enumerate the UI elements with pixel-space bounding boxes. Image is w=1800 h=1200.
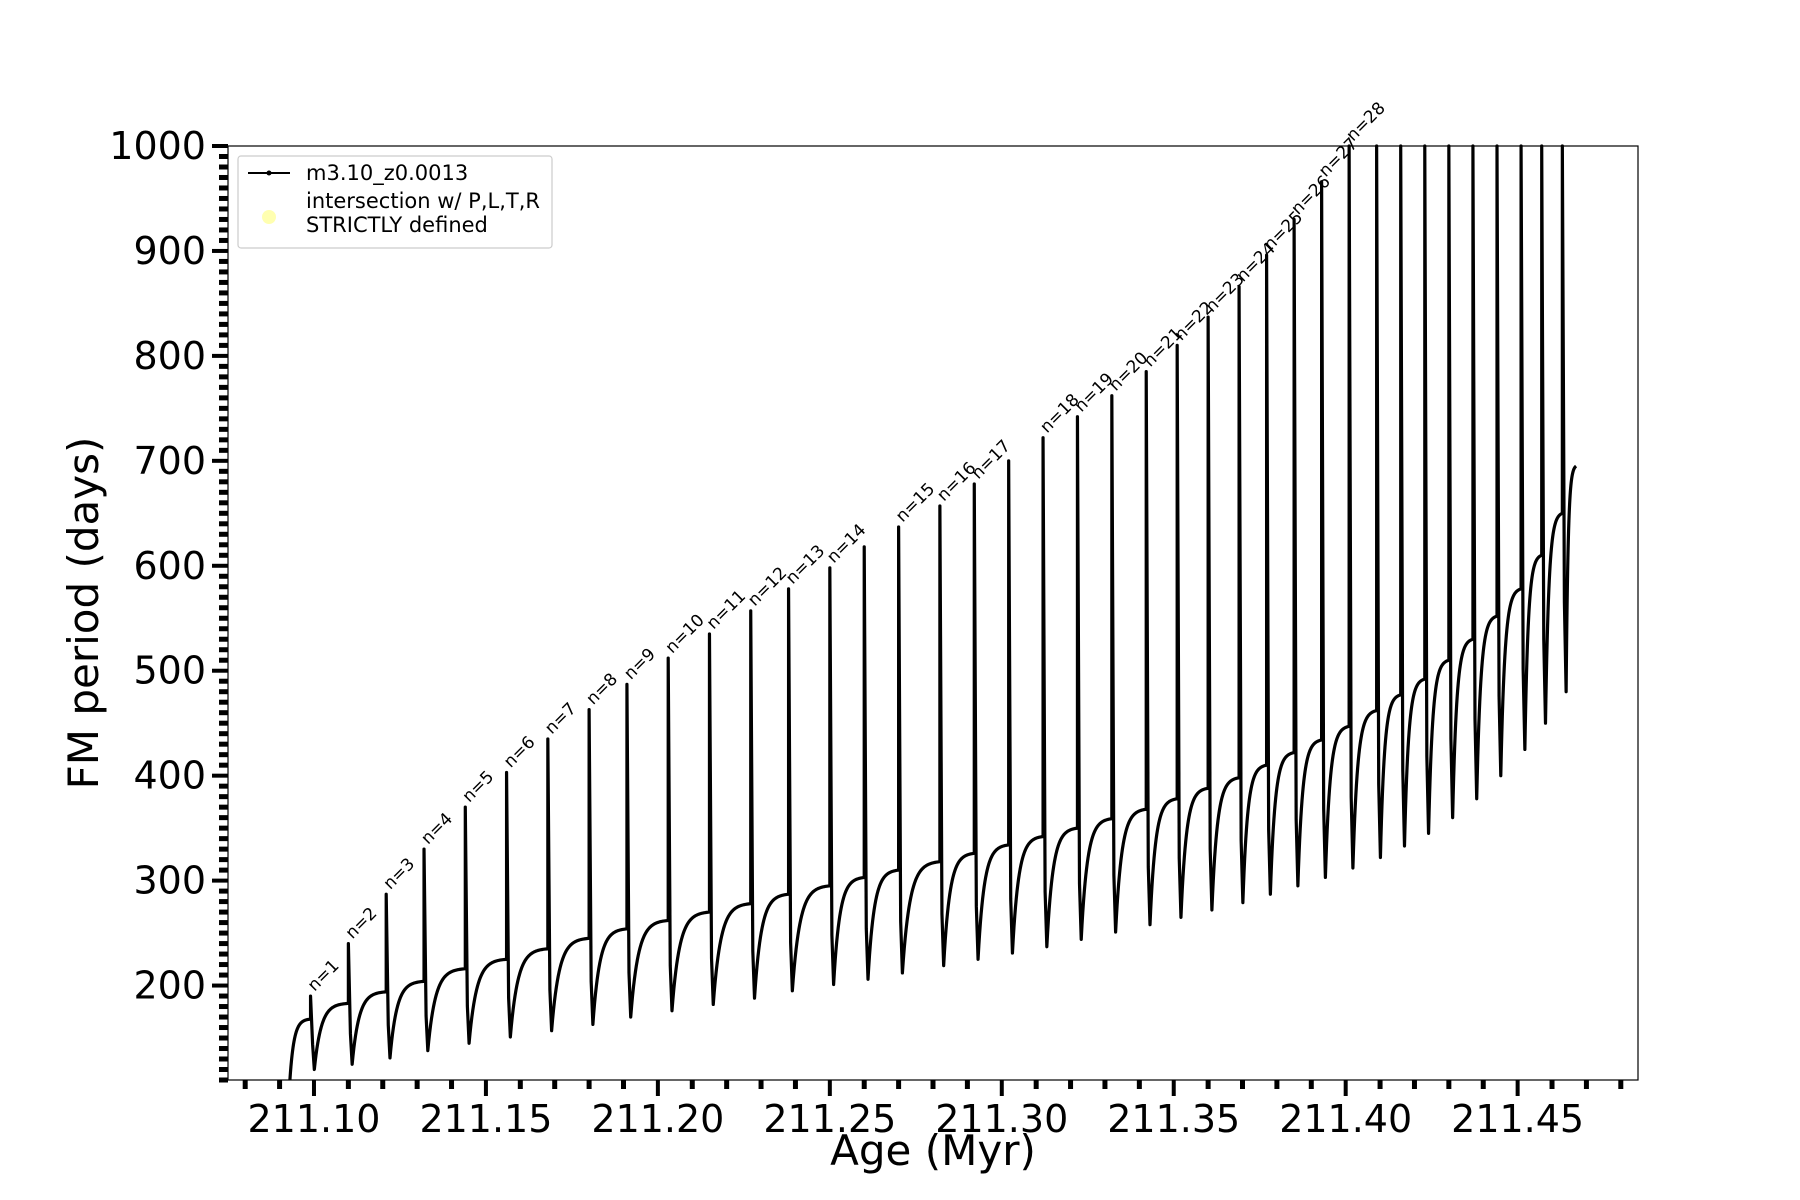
x-tick-label: 211.25 <box>763 1097 896 1141</box>
y-axis-label: FM period (days) <box>59 437 108 790</box>
y-tick-label: 1000 <box>109 124 206 168</box>
pulse-label: n=13 <box>782 541 829 588</box>
legend-line-dot <box>266 170 272 176</box>
y-tick-label: 700 <box>133 439 206 483</box>
pulse-label: n=5 <box>459 767 498 806</box>
pulse-label: n=10 <box>662 611 709 658</box>
y-tick-label: 900 <box>133 229 206 273</box>
series-line <box>288 144 1578 1081</box>
pulse-label: n=2 <box>342 904 381 943</box>
pulse-label: n=15 <box>892 479 939 526</box>
y-tick-label: 300 <box>133 859 206 903</box>
legend-label-intersection: intersection w/ P,L,T,R STRICTLY defined <box>306 189 540 237</box>
pulse-label: n=11 <box>703 586 750 633</box>
legend: m3.10_z0.0013 intersection w/ P,L,T,R STR… <box>237 155 553 249</box>
x-axis-label: Age (Myr) <box>830 1126 1036 1175</box>
x-tick-label: 211.10 <box>247 1097 380 1141</box>
legend-circle-swatch <box>262 210 276 224</box>
pulse-label: n=3 <box>380 854 419 893</box>
axes-layer: 200 300 400 500 600 700 800 900 1000 211.10 211.15… <box>109 124 1624 1141</box>
y-tick-label: 500 <box>133 649 206 693</box>
x-tick-label: 211.30 <box>935 1097 1068 1141</box>
legend-label-line-1: intersection w/ P,L,T,R <box>306 189 540 213</box>
x-tick-label: 211.45 <box>1451 1097 1584 1141</box>
pulse-label: n=7 <box>541 699 580 738</box>
x-tick-label: 211.40 <box>1279 1097 1412 1141</box>
x-tick-label: 211.35 <box>1107 1097 1240 1141</box>
y-tick-label: 200 <box>133 964 206 1008</box>
legend-label-line-2: STRICTLY defined <box>306 213 488 237</box>
x-tick-label: 211.20 <box>591 1097 724 1141</box>
pulse-label: n=4 <box>417 809 456 848</box>
legend-label-series: m3.10_z0.0013 <box>306 161 468 186</box>
x-tick-label: 211.15 <box>419 1097 552 1141</box>
legend-box <box>237 155 553 249</box>
pulse-label: n=12 <box>744 563 791 610</box>
pulse-label: n=28 <box>1342 98 1389 145</box>
pulse-label: n=6 <box>500 733 539 772</box>
y-tick-label: 800 <box>133 334 206 378</box>
pulse-label: n=1 <box>304 956 343 995</box>
pulse-label: n=9 <box>620 644 659 683</box>
series-layer <box>288 144 1578 1081</box>
pulse-label: n=8 <box>582 670 621 709</box>
y-tick-label: 400 <box>133 754 206 798</box>
y-tick-label: 600 <box>133 544 206 588</box>
